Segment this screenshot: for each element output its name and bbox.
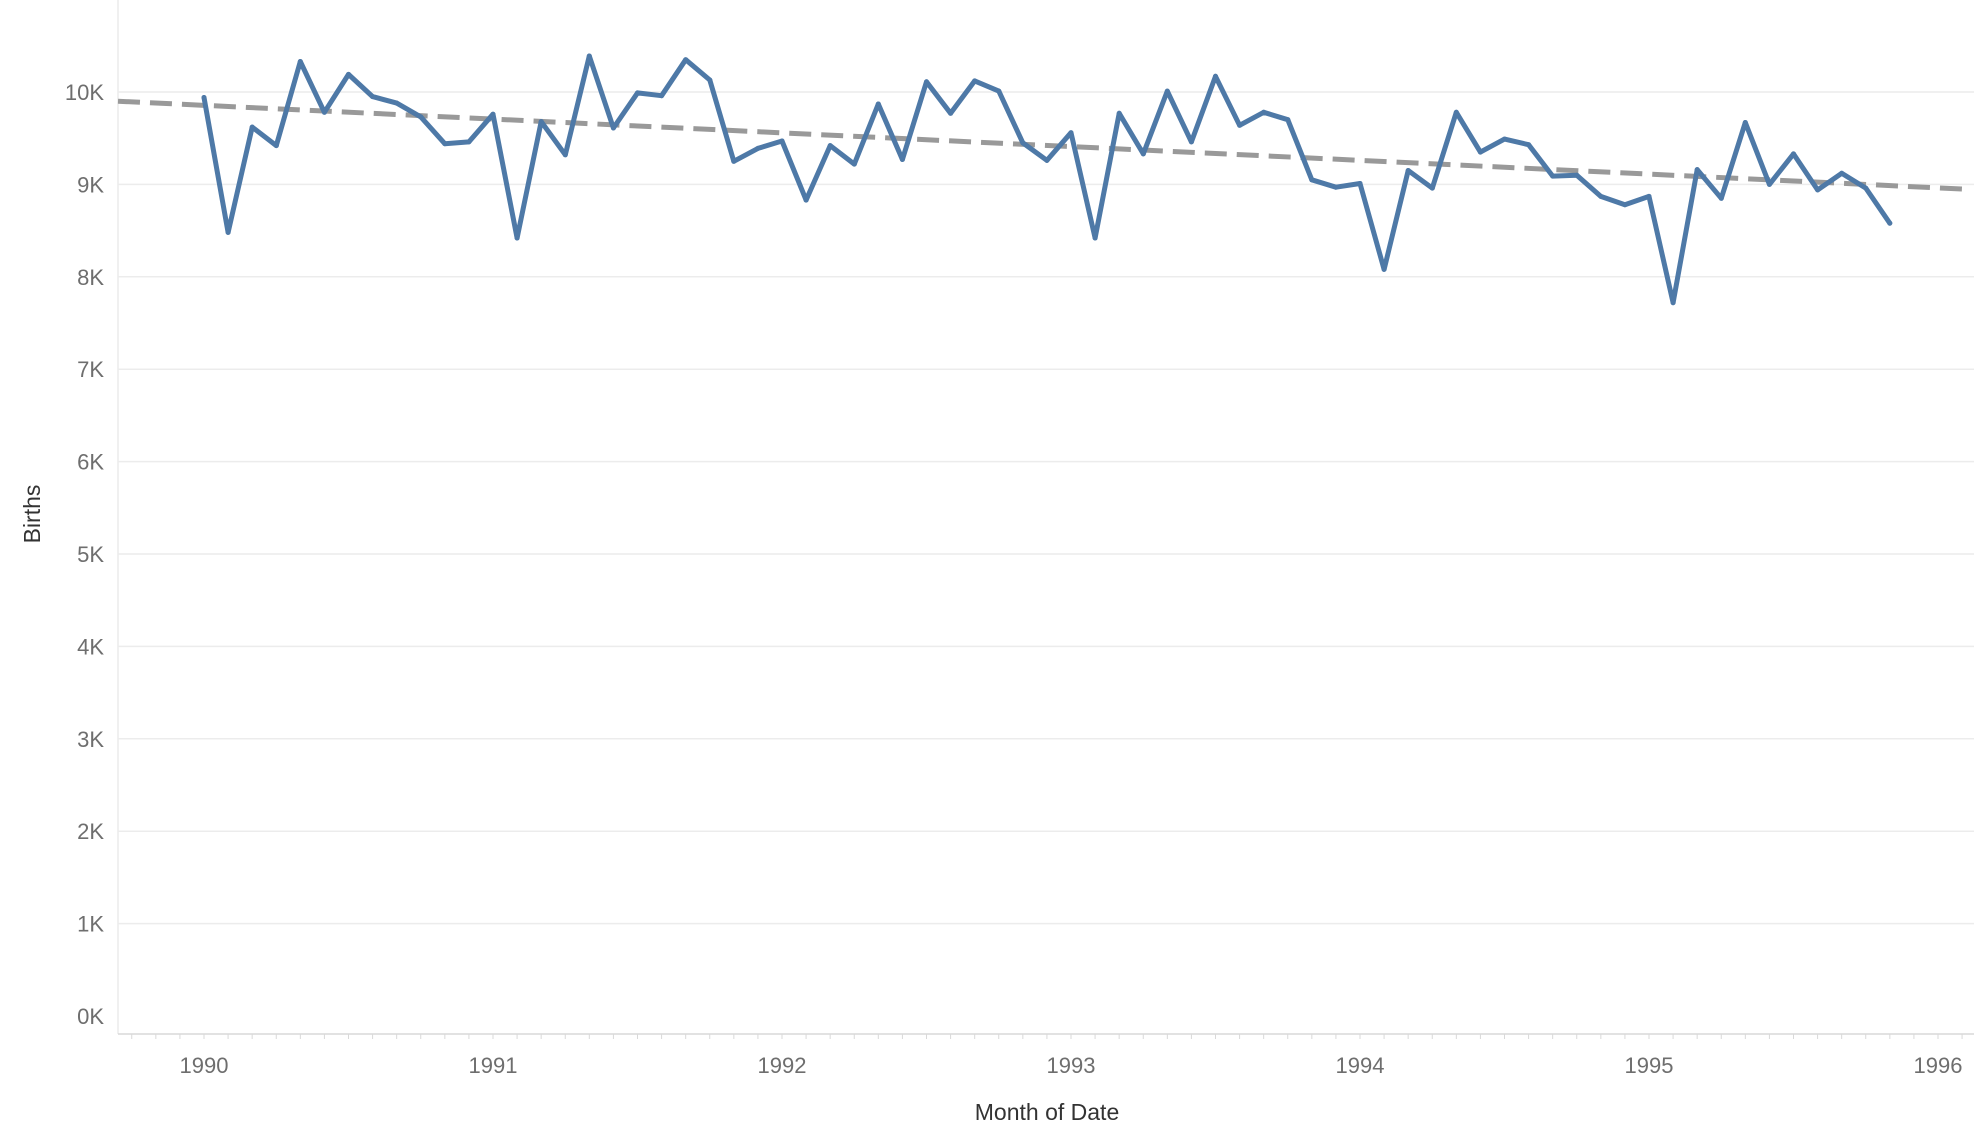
data-point	[1188, 139, 1194, 145]
y-tick-label: 1K	[77, 912, 104, 937]
data-point	[1357, 181, 1363, 186]
data-point	[1116, 110, 1122, 116]
data-point	[659, 93, 665, 99]
data-point	[1766, 181, 1772, 187]
y-tick-label: 10K	[65, 80, 104, 105]
data-point	[996, 88, 1002, 94]
data-point	[1574, 172, 1580, 178]
data-point	[1453, 109, 1459, 115]
data-point	[779, 138, 785, 144]
data-point	[1164, 88, 1170, 94]
data-point	[418, 114, 424, 120]
data-point	[731, 158, 737, 164]
x-tick-label: 1992	[758, 1053, 807, 1078]
y-tick-label: 2K	[77, 819, 104, 844]
data-point	[610, 125, 616, 131]
data-point	[1381, 266, 1387, 272]
data-point	[346, 71, 351, 77]
data-point	[1309, 177, 1315, 183]
x-axis-title: Month of Date	[975, 1099, 1119, 1125]
data-point	[1213, 73, 1218, 79]
data-point	[1285, 117, 1291, 123]
data-point	[924, 79, 929, 85]
data-point	[249, 124, 255, 130]
data-point	[1405, 168, 1411, 173]
data-point	[1502, 136, 1507, 142]
data-point	[1044, 157, 1050, 163]
data-point	[635, 90, 640, 96]
data-point	[1646, 193, 1652, 199]
data-point	[1694, 167, 1700, 173]
data-point	[297, 59, 303, 64]
data-point	[1092, 235, 1098, 241]
births-series-line	[201, 53, 1893, 306]
y-tick-label: 6K	[77, 450, 104, 475]
data-point	[755, 145, 761, 151]
y-tick-label: 0K	[77, 1004, 104, 1029]
y-tick-label: 7K	[77, 357, 104, 382]
data-point	[1887, 220, 1893, 226]
data-point	[1742, 120, 1748, 125]
trend-line	[117, 98, 1963, 192]
data-point	[899, 157, 905, 162]
data-point	[1261, 109, 1267, 115]
y-tick-label: 5K	[77, 542, 104, 567]
data-point	[225, 229, 231, 235]
data-point	[1333, 184, 1339, 190]
data-point	[948, 110, 954, 116]
data-point	[1791, 151, 1796, 157]
data-point	[1237, 122, 1243, 128]
data-point	[1622, 202, 1628, 208]
x-tick-label: 1993	[1047, 1053, 1096, 1078]
y-axis-title: Births	[19, 485, 45, 544]
data-point	[1068, 130, 1074, 136]
data-point	[707, 77, 713, 83]
data-point	[1020, 140, 1026, 146]
data-point	[875, 101, 881, 107]
data-point	[1140, 151, 1146, 157]
data-point	[586, 53, 592, 59]
data-point	[466, 139, 472, 145]
x-tick-label: 1994	[1336, 1053, 1385, 1078]
data-point	[273, 143, 279, 149]
y-tick-label: 8K	[77, 265, 104, 290]
data-point	[201, 95, 207, 100]
data-point	[538, 119, 544, 125]
data-point	[490, 111, 496, 117]
y-tick-label: 9K	[77, 172, 104, 197]
data-point	[683, 57, 689, 63]
data-point	[514, 235, 520, 241]
x-tick-label: 1991	[469, 1053, 518, 1078]
data-point	[972, 78, 978, 84]
x-tick-label: 1995	[1625, 1053, 1674, 1078]
data-point	[321, 109, 327, 115]
x-tick-label: 1990	[180, 1053, 229, 1078]
data-point	[1477, 149, 1483, 155]
data-point	[803, 197, 809, 203]
data-point	[1670, 300, 1676, 306]
x-tick-label: 1996	[1914, 1053, 1963, 1078]
data-point	[1526, 142, 1532, 148]
data-point	[827, 143, 833, 149]
data-point	[851, 161, 857, 167]
data-point	[370, 94, 376, 100]
data-point	[394, 100, 400, 106]
data-point	[1598, 193, 1604, 199]
data-point	[1839, 170, 1845, 176]
y-tick-label: 4K	[77, 634, 104, 659]
data-point	[1718, 195, 1724, 201]
data-point	[1429, 185, 1435, 191]
data-point	[1815, 187, 1821, 193]
data-point	[562, 152, 568, 158]
data-point	[442, 141, 448, 147]
data-point	[1550, 173, 1556, 179]
y-tick-label: 3K	[77, 727, 104, 752]
data-point	[1863, 185, 1869, 191]
